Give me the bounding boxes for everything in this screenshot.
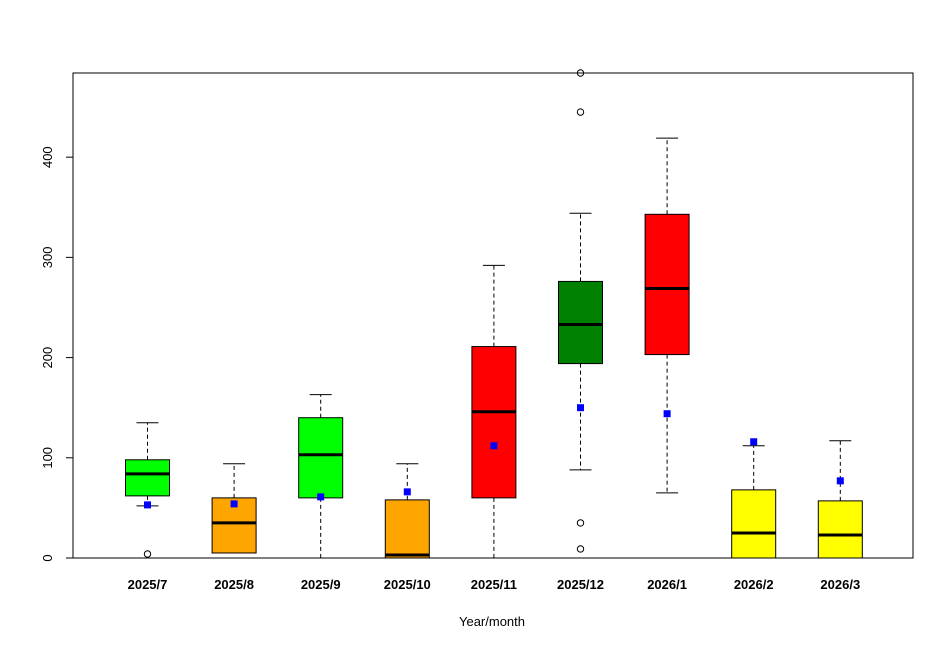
outlier-point (576, 519, 585, 527)
mean-marker (750, 438, 758, 446)
mean-marker (490, 442, 498, 450)
x-axis-label: Year/month (459, 614, 525, 629)
y-tick-label: 200 (40, 347, 55, 369)
mean-marker (403, 488, 411, 496)
outlier-point (143, 550, 152, 558)
y-tick-label: 300 (40, 247, 55, 269)
box-body (817, 500, 863, 559)
box-body (384, 499, 430, 559)
y-tick-label: 400 (40, 146, 55, 168)
box-2026/3 (817, 440, 863, 559)
box-body (471, 346, 517, 499)
box-2026/1 (644, 137, 690, 494)
box-2025/9 (298, 394, 344, 559)
mean-marker (230, 500, 238, 508)
outlier-point (576, 108, 585, 116)
box-2026/2 (731, 438, 777, 559)
mean-marker (317, 493, 325, 501)
x-tick-label: 2025/7 (128, 577, 168, 592)
x-tick-label: 2026/2 (734, 577, 774, 592)
boxes-layer (125, 69, 863, 559)
box-body (125, 459, 170, 497)
box-body (298, 417, 344, 499)
box-2025/11 (471, 264, 517, 559)
x-tick-label: 2025/8 (214, 577, 254, 592)
x-axis: 2025/7 2025/8 2025/9 2025/10 2025/11 2025/12 2… (128, 577, 861, 592)
x-tick-label: 2026/1 (647, 577, 687, 592)
outlier-point (576, 545, 585, 553)
x-tick-label: 2026/3 (820, 577, 860, 592)
box-2025/8 (211, 463, 257, 554)
x-tick-label: 2025/11 (471, 577, 517, 592)
box-body (558, 280, 603, 365)
box-body (644, 213, 690, 356)
y-tick-label: 100 (40, 447, 55, 469)
mean-marker (663, 410, 671, 418)
x-tick-label: 2025/10 (384, 577, 431, 592)
box-2025/10 (384, 463, 430, 559)
x-tick-label: 2025/12 (557, 577, 604, 592)
mean-marker (836, 477, 844, 485)
mean-marker (577, 404, 584, 412)
box-2025/7 (125, 422, 170, 558)
mean-marker (144, 501, 151, 509)
box-2025/12 (558, 69, 603, 553)
y-tick-label: 0 (40, 554, 55, 561)
x-tick-label: 2025/9 (301, 577, 341, 592)
y-axis: 0 100 200 300 400 (40, 146, 74, 562)
box-body (731, 489, 777, 559)
outlier-point (576, 69, 585, 77)
